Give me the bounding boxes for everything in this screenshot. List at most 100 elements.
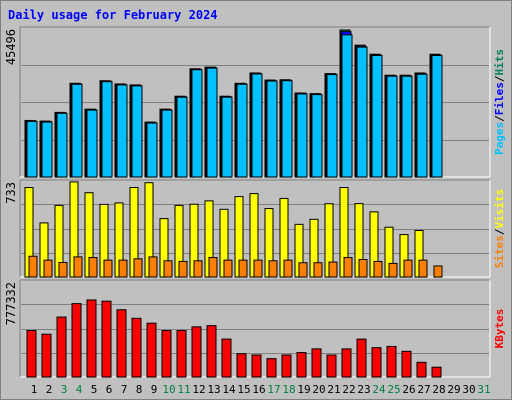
day-label: 1 [31, 383, 38, 396]
day-label: 5 [91, 383, 98, 396]
kbytes-series-label-part-1: KBytes [493, 309, 506, 349]
kbytes-bar [296, 352, 307, 378]
kbytes-bar [71, 303, 82, 378]
day-label: 24 [372, 383, 386, 396]
pages-bar [116, 84, 128, 178]
pages-bar [146, 122, 158, 178]
day-label: 27 [417, 383, 430, 396]
day-label: 30 [462, 383, 475, 396]
kbytes-bar [326, 354, 337, 378]
day-label: 21 [327, 383, 340, 396]
pages-bar [251, 73, 263, 178]
sites-bar [163, 260, 173, 278]
sites-bar [373, 260, 383, 278]
kbytes-bar [101, 300, 112, 378]
day-label: 4 [76, 383, 83, 396]
day-label: 26 [402, 383, 415, 396]
kbytes-bar [41, 333, 52, 378]
sites-bar [73, 256, 83, 278]
day-label: 20 [312, 383, 325, 396]
kbytes-bar [206, 325, 217, 378]
visitors-max-label: 733 [4, 182, 18, 204]
pages-bar [71, 83, 83, 178]
sites-bar [343, 257, 353, 278]
kbytes-bar [56, 316, 67, 378]
pages-bar [56, 112, 68, 178]
sites-bar [268, 260, 278, 278]
pages-bar [296, 93, 308, 178]
pages-bar [191, 69, 203, 178]
day-label: 19 [297, 383, 310, 396]
sites-bar [148, 256, 158, 278]
pages-bar [221, 96, 233, 178]
pages-bar [401, 75, 413, 178]
sites-bar [43, 259, 53, 278]
day-label: 25 [387, 383, 400, 396]
day-label: 11 [177, 383, 190, 396]
traffic-series-label-part-5: Hits [493, 49, 506, 76]
sites-bar [208, 257, 218, 278]
traffic-series-label-part-4: / [493, 75, 506, 82]
sites-bar [223, 259, 233, 278]
pages-bar [206, 67, 218, 178]
day-label: 8 [136, 383, 143, 396]
sites-bar [238, 259, 248, 278]
day-label: 22 [342, 383, 355, 396]
kbytes-bar [146, 322, 157, 378]
kbytes-bar [386, 345, 397, 378]
sites-bar [118, 259, 128, 278]
pages-bar [416, 73, 428, 178]
kbytes-bar [251, 354, 262, 378]
traffic-series-label-part-2: / [493, 115, 506, 122]
sites-bar [103, 259, 113, 278]
pages-bar [26, 120, 38, 178]
pages-bar [311, 94, 323, 178]
day-label: 17 [267, 383, 280, 396]
sites-bar [58, 261, 68, 278]
day-label: 14 [222, 383, 236, 396]
pages-bar [86, 109, 98, 178]
sites-bar [328, 261, 338, 278]
kbytes-bar [356, 338, 367, 378]
visitors-series-label: Sites/Visits [493, 189, 506, 269]
chart-title: Daily usage for February 2024 [8, 8, 218, 22]
day-label: 7 [121, 383, 128, 396]
kbytes-bar [431, 366, 442, 378]
sites-bar [418, 259, 428, 278]
traffic-series-label-part-1: Pages [493, 122, 506, 155]
pages-bar [101, 81, 113, 178]
pages-bar [236, 83, 248, 178]
day-label: 2 [46, 383, 53, 396]
day-label: 6 [106, 383, 113, 396]
sites-bar [253, 259, 263, 278]
kbytes-max-label: 777332 [4, 282, 18, 325]
kbytes-bar [266, 358, 277, 378]
sites-bar [193, 260, 203, 278]
kbytes-bar [161, 330, 172, 378]
day-label: 23 [357, 383, 370, 396]
visitors-series-label-part-3: Visits [493, 189, 506, 229]
kbytes-bar [116, 309, 127, 378]
sites-bar [388, 262, 398, 278]
kbytes-bar [401, 350, 412, 378]
traffic-series-label: Pages/Files/Hits [493, 49, 506, 155]
kbytes-bar [371, 347, 382, 378]
pages-bar [356, 46, 368, 178]
day-label: 9 [151, 383, 158, 396]
pages-bar [161, 109, 173, 178]
sites-bar [358, 258, 368, 278]
day-label: 31 [477, 383, 490, 396]
sites-bar [313, 262, 323, 278]
sites-bar [433, 265, 443, 278]
sites-bar [88, 257, 98, 278]
kbytes-bar [311, 348, 322, 378]
kbytes-bar [176, 330, 187, 378]
visitors-series-label-part-2: / [493, 228, 506, 235]
sites-bar [178, 260, 188, 278]
traffic-series-label-part-3: Files [493, 82, 506, 115]
pages-bar [341, 34, 353, 178]
kbytes-bar [191, 326, 202, 378]
visitors-series-label-part-1: Sites [493, 235, 506, 268]
kbytes-bar [341, 348, 352, 378]
